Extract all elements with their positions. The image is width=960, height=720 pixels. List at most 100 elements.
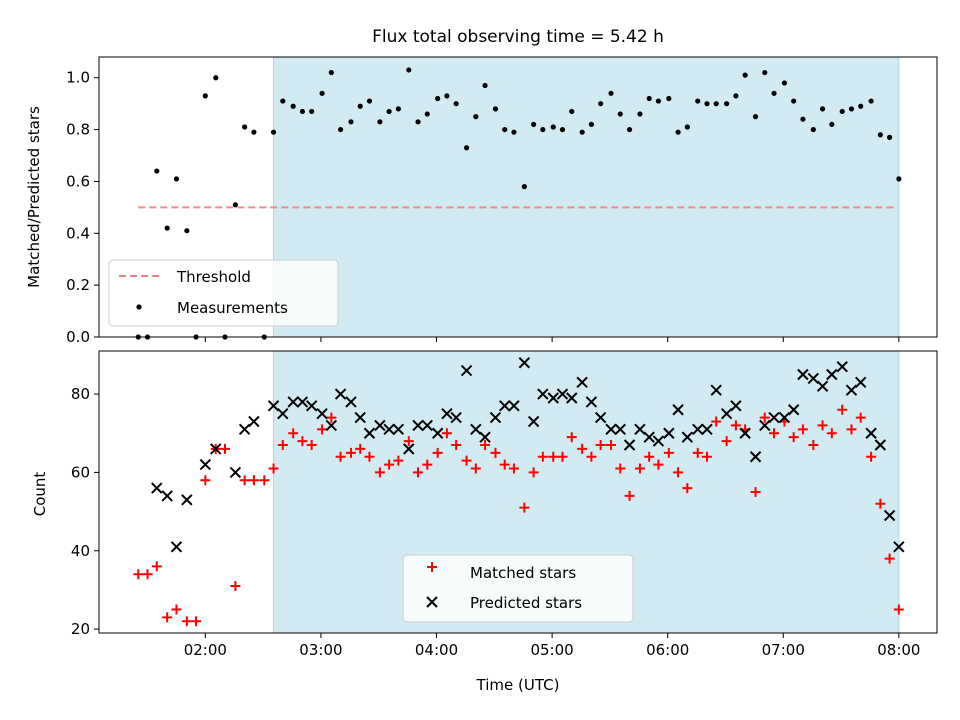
measurement-point bbox=[173, 176, 180, 182]
matched-star-point bbox=[673, 467, 684, 478]
matched-star-point bbox=[682, 483, 693, 494]
predicted-star-point bbox=[354, 411, 366, 424]
matched-star-point bbox=[701, 451, 712, 462]
predicted-star-point bbox=[556, 388, 569, 400]
predicted-star-point bbox=[826, 368, 838, 381]
matched-star-point bbox=[759, 412, 770, 423]
measurement-point bbox=[319, 90, 325, 96]
measurement-point bbox=[646, 95, 652, 102]
legend-measurements-swatch bbox=[136, 304, 142, 310]
matched-star-point bbox=[884, 553, 895, 564]
measurement-point bbox=[202, 93, 208, 99]
measurement-point bbox=[290, 103, 296, 109]
predicted-star-point bbox=[325, 419, 338, 432]
measurement-point bbox=[521, 184, 527, 190]
matched-star-point bbox=[133, 569, 144, 580]
measurement-point bbox=[791, 98, 797, 104]
measurement-point bbox=[848, 106, 855, 112]
measurement-point bbox=[213, 75, 219, 81]
matched-star-point bbox=[239, 475, 250, 486]
matched-star-point bbox=[653, 459, 664, 470]
measurement-point bbox=[377, 119, 383, 125]
predicted-star-point bbox=[499, 400, 511, 412]
x-tick-label: 03:00 bbox=[299, 641, 342, 659]
measurement-point bbox=[502, 126, 508, 133]
predicted-star-point bbox=[855, 376, 867, 389]
matched-star-point bbox=[490, 447, 501, 458]
x-tick-label: 05:00 bbox=[530, 641, 573, 659]
measurement-points bbox=[135, 67, 902, 340]
matched-star-point bbox=[846, 424, 857, 435]
matched-star-point bbox=[577, 443, 588, 454]
measurement-point bbox=[762, 69, 768, 76]
predicted-star-point bbox=[527, 415, 540, 428]
predicted-star-point bbox=[836, 360, 848, 373]
x-tick-label: 06:00 bbox=[646, 641, 689, 659]
chart-title: Flux total observing time = 5.42 h bbox=[372, 27, 664, 47]
predicted-star-point bbox=[701, 423, 713, 436]
measurement-point bbox=[684, 124, 690, 130]
bottom-y-axis: 20 40 60 80 bbox=[71, 385, 99, 638]
matched-star-point bbox=[866, 451, 877, 462]
matched-star-point bbox=[317, 424, 328, 435]
matched-star-point bbox=[750, 487, 761, 497]
matched-star-point bbox=[826, 428, 837, 439]
top-shaded-region bbox=[273, 56, 900, 338]
predicted-star-point bbox=[508, 400, 520, 412]
measurement-point bbox=[559, 126, 566, 133]
matched-star-point bbox=[615, 463, 626, 474]
legend-threshold-label: Threshold bbox=[176, 268, 251, 286]
predicted-star-point bbox=[518, 357, 531, 369]
predicted-star-point bbox=[614, 423, 627, 436]
top-legend: Threshold Measurements bbox=[108, 259, 339, 327]
predicted-star-point bbox=[547, 392, 559, 404]
measurement-point bbox=[675, 129, 681, 135]
matched-star-point bbox=[595, 440, 606, 450]
x-axis-label: Time (UTC) bbox=[476, 676, 560, 694]
matched-star-point bbox=[508, 463, 519, 474]
measurement-point bbox=[819, 106, 826, 112]
matched-star-point bbox=[817, 420, 828, 431]
matched-star-point bbox=[162, 612, 173, 623]
measurement-point bbox=[887, 134, 893, 140]
matched-star-point bbox=[788, 432, 799, 443]
predicted-star-point bbox=[238, 423, 251, 436]
predicted-star-point bbox=[749, 451, 762, 463]
bottom-legend: Matched stars Predicted stars bbox=[402, 554, 634, 623]
predicted-star-point bbox=[181, 494, 193, 506]
legend-matched-label: Matched stars bbox=[470, 564, 576, 582]
matched-star-point bbox=[663, 447, 674, 458]
predicted-star-point bbox=[566, 392, 578, 404]
matched-star-point bbox=[730, 420, 741, 431]
matched-star-point bbox=[499, 459, 510, 470]
matched-star-point bbox=[797, 424, 808, 435]
matched-star-point bbox=[277, 440, 288, 450]
predicted-star-point bbox=[643, 431, 655, 443]
legend-predicted-swatch bbox=[426, 596, 438, 608]
bottom-y-axis-label: Count bbox=[31, 472, 49, 517]
matched-star-point bbox=[624, 490, 635, 501]
predicted-star-point bbox=[739, 427, 751, 439]
bottom-x-axis: 02:00 03:00 04:00 05:00 06:00 07:00 08:00 bbox=[184, 633, 920, 659]
predicted-star-point bbox=[345, 396, 357, 408]
predicted-star-point bbox=[807, 372, 820, 385]
measurement-point bbox=[280, 98, 286, 104]
measurement-point bbox=[579, 129, 585, 135]
measurement-point bbox=[617, 111, 623, 117]
matched-star-point bbox=[393, 455, 404, 466]
predicted-star-point bbox=[392, 423, 405, 436]
predicted-star-point bbox=[229, 466, 242, 479]
matched-star-point bbox=[259, 475, 270, 486]
measurement-point bbox=[164, 225, 170, 231]
predicted-star-point bbox=[720, 407, 733, 420]
measurement-point bbox=[337, 126, 344, 133]
measurement-point bbox=[839, 108, 845, 115]
predicted-star-point bbox=[170, 541, 183, 553]
measurement-point bbox=[733, 93, 739, 99]
top-y-tick-label: 1.0 bbox=[66, 69, 90, 87]
legend-measurements-label: Measurements bbox=[177, 299, 288, 317]
matched-star-point bbox=[855, 412, 866, 423]
measurement-point bbox=[482, 82, 488, 89]
predicted-star-point bbox=[248, 415, 260, 428]
